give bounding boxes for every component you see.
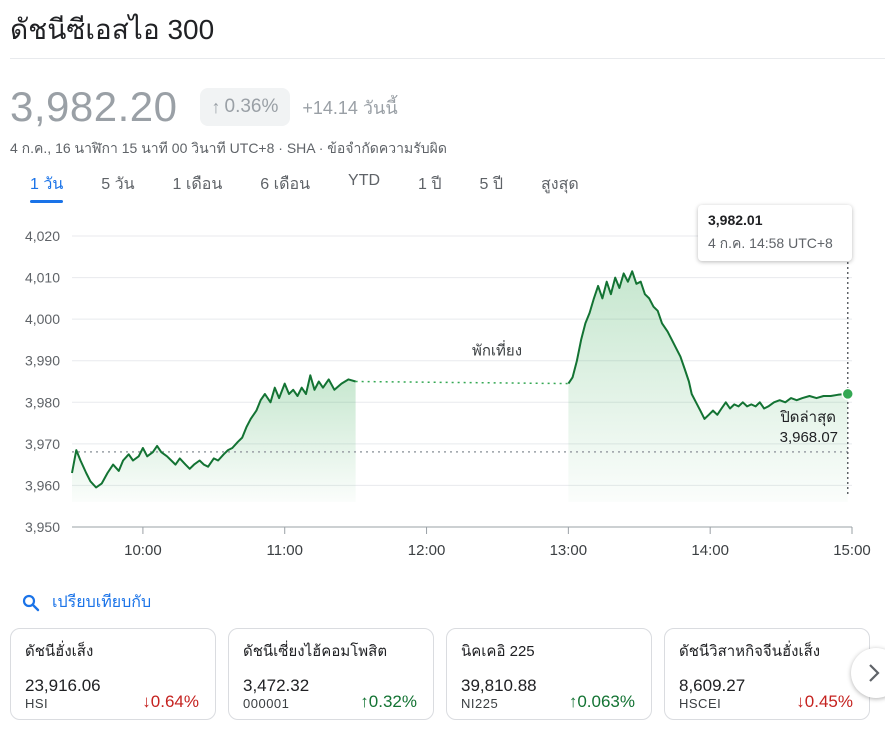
card-name: ดัชนีวิสาหกิจจีนฮั่งเส็ง bbox=[679, 643, 821, 660]
related-cards: ดัชนีฮั่งเส็ง 23,916.06 HSI ↓0.64% ดัชนี… bbox=[10, 628, 882, 720]
card-change: ↑0.32% bbox=[360, 692, 417, 711]
arrow-up-icon: ↑ bbox=[568, 692, 578, 711]
y-tick-label: 3,950 bbox=[25, 519, 60, 535]
card-change: ↓0.45% bbox=[796, 692, 853, 711]
header-divider bbox=[10, 58, 885, 59]
card-symbol: HSI bbox=[25, 696, 49, 711]
x-tick-label: 15:00 bbox=[833, 542, 871, 559]
lunch-break-label: พักเที่ยง bbox=[472, 340, 522, 360]
page-title: ดัชนีซีเอสไอ 300 bbox=[10, 14, 215, 45]
card-name: ดัชนีฮั่งเส็ง bbox=[25, 643, 94, 660]
compare-label: เปรียบเทียบกับ bbox=[52, 594, 152, 611]
y-tick-label: 3,970 bbox=[25, 436, 60, 452]
quote-meta: 4 ก.ค., 16 นาฬิกา 15 นาที 00 วินาที UTC+… bbox=[10, 140, 447, 156]
card-hscei[interactable]: ดัชนีวิสาหกิจจีนฮั่งเส็ง 8,609.27 HSCEI … bbox=[664, 628, 870, 720]
arrow-up-icon: ↑ bbox=[211, 96, 221, 117]
card-shanghai-composite[interactable]: ดัชนีเซี่ยงไฮ้คอมโพสิต 3,472.32 000001 ↑… bbox=[228, 628, 434, 720]
chevron-right-icon bbox=[869, 664, 880, 682]
tab-1-month[interactable]: 1 เดือน bbox=[172, 176, 223, 193]
y-tick-label: 3,990 bbox=[25, 353, 60, 369]
x-tick-label: 14:00 bbox=[691, 542, 729, 559]
card-symbol: HSCEI bbox=[679, 696, 722, 711]
card-name: ดัชนีเซี่ยงไฮ้คอมโพสิต bbox=[243, 643, 388, 660]
previous-close-label: ปิดล่าสุด bbox=[779, 408, 836, 427]
tab-6-month[interactable]: 6 เดือน bbox=[260, 176, 311, 193]
morning-area bbox=[72, 375, 356, 503]
card-symbol: 000001 bbox=[243, 696, 290, 711]
y-tick-label: 4,010 bbox=[25, 270, 60, 286]
price-chart[interactable]: 4,020 4,010 4,000 3,990 3,980 3,970 3,960 3,950… bbox=[0, 200, 885, 570]
card-hsi[interactable]: ดัชนีฮั่งเส็ง 23,916.06 HSI ↓0.64% bbox=[10, 628, 216, 720]
search-icon bbox=[22, 594, 40, 611]
next-cards-button[interactable] bbox=[851, 648, 885, 698]
compare-button[interactable]: เปรียบเทียบกับ bbox=[22, 590, 151, 615]
current-point bbox=[841, 387, 854, 401]
card-value: 3,472.32 bbox=[243, 676, 310, 695]
tab-5-day[interactable]: 5 วัน bbox=[101, 176, 135, 193]
y-tick-label: 3,960 bbox=[25, 477, 60, 493]
x-tick-label: 12:00 bbox=[408, 542, 446, 559]
lunch-break-line bbox=[355, 380, 569, 385]
tab-1-day[interactable]: 1 วัน bbox=[30, 172, 64, 203]
x-tick-label: 11:00 bbox=[267, 542, 303, 559]
y-tick-label: 4,000 bbox=[25, 311, 60, 327]
y-tick-label: 4,020 bbox=[25, 228, 60, 244]
card-value: 39,810.88 bbox=[461, 676, 537, 695]
x-tick-label: 10:00 bbox=[124, 542, 162, 559]
absolute-change: +14.14 วันนี้ bbox=[302, 97, 398, 118]
x-tick-label: 13:00 bbox=[550, 542, 588, 559]
card-symbol: NI225 bbox=[461, 696, 499, 711]
arrow-up-icon: ↑ bbox=[360, 692, 369, 711]
tab-5-year[interactable]: 5 ปี bbox=[479, 176, 504, 193]
tab-ytd[interactable]: YTD bbox=[348, 172, 381, 189]
percent-change: 0.36% bbox=[224, 96, 279, 117]
arrow-down-icon: ↓ bbox=[142, 692, 151, 711]
card-change: ↑0.063% bbox=[568, 692, 635, 711]
tooltip-time: 4 ก.ค. 14:58 UTC+8 bbox=[708, 235, 833, 251]
afternoon-series-line bbox=[567, 270, 848, 420]
percent-change-chip: ↑ 0.36% bbox=[199, 88, 291, 126]
quote-summary: 3,982.20 ↑ 0.36% +14.14 วันนี้ bbox=[10, 82, 398, 132]
tab-1-year[interactable]: 1 ปี bbox=[418, 176, 442, 193]
card-nikkei-225[interactable]: นิคเคอิ 225 39,810.88 NI225 ↑0.063% bbox=[446, 628, 652, 720]
card-change: ↓0.64% bbox=[142, 692, 199, 711]
card-value: 8,609.27 bbox=[679, 676, 746, 695]
morning-series-line bbox=[71, 374, 356, 489]
current-price: 3,982.20 bbox=[10, 83, 178, 130]
tab-max[interactable]: สูงสุด bbox=[541, 176, 579, 193]
y-tick-label: 3,980 bbox=[25, 394, 60, 410]
card-name: นิคเคอิ 225 bbox=[461, 643, 535, 660]
previous-close-value: 3,968.07 bbox=[780, 429, 838, 446]
chart-tooltip: 3,982.01 4 ก.ค. 14:58 UTC+8 bbox=[698, 205, 852, 261]
card-value: 23,916.06 bbox=[25, 676, 101, 695]
afternoon-area bbox=[568, 271, 848, 503]
range-tabs: 1 วัน 5 วัน 1 เดือน 6 เดือน YTD 1 ปี 5 ป… bbox=[30, 172, 617, 203]
arrow-down-icon: ↓ bbox=[796, 692, 805, 711]
tooltip-value: 3,982.01 bbox=[708, 212, 763, 228]
